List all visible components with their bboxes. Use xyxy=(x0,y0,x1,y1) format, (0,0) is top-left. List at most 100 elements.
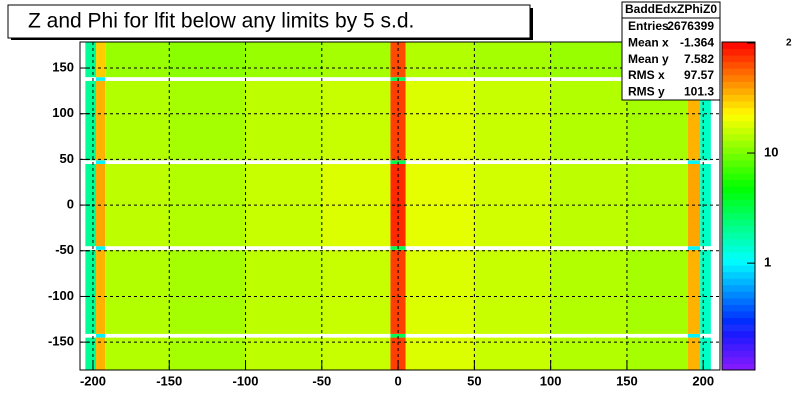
heatmap-cell xyxy=(85,249,97,334)
heatmap-cell xyxy=(550,77,627,81)
color-palette: 1 10 2 xyxy=(721,38,792,371)
palette-band xyxy=(722,330,755,338)
heatmap-cell xyxy=(321,249,391,334)
palette-band xyxy=(722,55,755,63)
palette-band xyxy=(722,212,755,220)
heatmap-cell xyxy=(321,333,391,338)
heatmap-cell xyxy=(474,249,551,334)
y-tick-label: 100 xyxy=(52,105,74,120)
heatmap-cell xyxy=(626,333,688,338)
palette-band xyxy=(722,278,755,286)
chart-title: Z and Phi for lfit below any limits by 5… xyxy=(28,10,414,33)
heatmap-cell xyxy=(105,77,170,81)
heatmap-cell xyxy=(626,160,688,164)
heatmap-cell xyxy=(96,77,106,81)
heatmap-cell xyxy=(700,249,711,334)
stats-title: BaddEdxZPhiZ0 xyxy=(625,2,717,16)
z-tick-label: 1 xyxy=(764,255,771,270)
heatmap-cell xyxy=(85,163,97,247)
heatmap-cell xyxy=(474,42,551,78)
heatmap-cell xyxy=(626,337,688,370)
y-tick-label: -50 xyxy=(55,242,74,257)
palette-band xyxy=(722,127,755,135)
heatmap-cell xyxy=(405,160,475,164)
heatmap-cell xyxy=(405,246,475,250)
palette-band xyxy=(722,343,755,351)
heatmap-cell xyxy=(405,80,475,161)
palette-band xyxy=(722,94,755,102)
heatmap-cell xyxy=(96,249,106,334)
heatmap-cell xyxy=(687,80,701,161)
heatmap-cell xyxy=(245,333,322,338)
heatmap-cell xyxy=(687,249,701,334)
heatmap-cell xyxy=(169,337,246,370)
axes: -200 -150 -100 -50 0 50 100 150 200 -150 -100 -50 0 5… xyxy=(48,59,714,388)
palette-band xyxy=(722,81,755,89)
heatmap-cell xyxy=(96,160,106,164)
heatmap-cell xyxy=(96,337,106,370)
palette-band xyxy=(722,258,755,266)
palette-band xyxy=(722,304,755,312)
heatmap-cell xyxy=(405,77,475,81)
palette-band xyxy=(722,68,755,76)
z-tick-label: 10 xyxy=(764,144,778,159)
x-tick-label: 0 xyxy=(394,373,401,388)
stats-value: 97.57 xyxy=(684,68,714,82)
palette-band xyxy=(722,324,755,332)
heatmap-cell xyxy=(550,160,627,164)
palette-band xyxy=(722,291,755,299)
y-tick-label: 150 xyxy=(52,59,74,74)
heatmap-cell xyxy=(96,246,106,250)
palette-band xyxy=(722,265,755,273)
heatmap-cell xyxy=(474,337,551,370)
heatmap-cell xyxy=(405,337,475,370)
palette-band xyxy=(722,133,755,141)
heatmap-cell xyxy=(687,246,701,250)
palette-band xyxy=(722,251,755,259)
heatmap-cell xyxy=(169,246,246,250)
heatmap-cell xyxy=(105,333,170,338)
heatmap-cell xyxy=(626,246,688,250)
heatmap-cell xyxy=(405,333,475,338)
heatmap-cell xyxy=(96,42,106,78)
heatmap-cell xyxy=(85,77,97,81)
palette-band xyxy=(722,186,755,194)
heatmap-cell xyxy=(321,160,391,164)
heatmap-cell xyxy=(550,42,627,78)
palette-band xyxy=(722,271,755,279)
x-tick-label: 150 xyxy=(616,373,638,388)
palette-band xyxy=(722,350,755,358)
palette-band xyxy=(722,337,755,345)
heatmap-cell xyxy=(321,77,391,81)
heatmap-cell xyxy=(85,337,97,370)
heatmap-cell xyxy=(96,80,106,161)
heatmap-cell xyxy=(390,42,406,78)
y-tick-label: 0 xyxy=(67,197,74,212)
heatmap-cell xyxy=(105,246,170,250)
heatmap-cell xyxy=(321,337,391,370)
y-tick-label: -150 xyxy=(48,334,74,349)
y-tick-label: 50 xyxy=(60,151,74,166)
heatmap-cell xyxy=(390,333,406,338)
heatmap-cell xyxy=(85,80,97,161)
heatmap-cell xyxy=(169,333,246,338)
grid xyxy=(80,42,720,370)
stats-label: Mean x xyxy=(628,35,669,49)
heatmap-cell xyxy=(85,160,97,164)
x-tick-label: 200 xyxy=(692,373,714,388)
stats-label: Mean y xyxy=(628,52,669,66)
x-tick-label: -150 xyxy=(156,373,182,388)
title-shadow xyxy=(11,38,533,40)
heatmap-cell xyxy=(405,249,475,334)
heatmap-cell xyxy=(321,246,391,250)
palette-band xyxy=(722,219,755,227)
heatmap-cell xyxy=(687,333,701,338)
heatmap-cell xyxy=(105,42,170,78)
palette-band xyxy=(722,238,755,246)
heatmap-cell xyxy=(321,42,391,78)
palette-band xyxy=(722,310,755,319)
palette-band xyxy=(722,107,755,115)
stats-label: Entries xyxy=(628,19,669,33)
